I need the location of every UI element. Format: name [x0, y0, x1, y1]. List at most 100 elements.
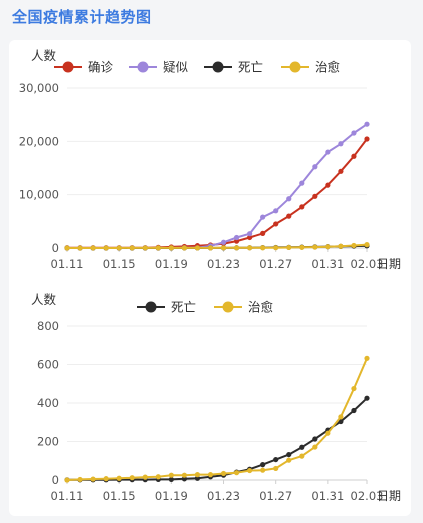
- data-point: [325, 182, 331, 188]
- data-point: [168, 476, 174, 483]
- data-point: [351, 153, 357, 159]
- data-point: [312, 444, 318, 450]
- data-point: [273, 208, 279, 214]
- data-point: [273, 221, 279, 227]
- data-point: [351, 385, 357, 392]
- chart-card: 0 10,000 20,000 30,000 01.11 01.15 01.19 01.23 0…: [9, 40, 411, 516]
- data-point: [247, 245, 253, 251]
- data-point: [273, 465, 279, 472]
- data-point: [260, 245, 266, 251]
- series-line-治愈: [66, 357, 368, 481]
- y-tick-label: 30,000: [19, 81, 59, 95]
- x-tick-label: 01.27: [259, 489, 292, 503]
- legend-marker: [137, 61, 149, 73]
- data-point: [90, 245, 96, 251]
- data-point: [220, 470, 227, 477]
- x-tick-label: 01.15: [103, 489, 136, 503]
- data-point: [207, 245, 214, 251]
- data-point: [338, 141, 344, 147]
- data-point: [364, 121, 370, 127]
- legend-label: 确诊: [88, 60, 114, 75]
- legend-marker: [222, 301, 234, 313]
- data-point: [312, 164, 318, 170]
- data-point: [77, 245, 83, 251]
- y-tick-label: 600: [37, 358, 59, 372]
- data-point: [233, 470, 240, 476]
- x-tick-label: 01.19: [155, 257, 188, 271]
- data-point: [181, 476, 187, 482]
- data-point: [207, 472, 214, 478]
- data-point: [247, 231, 253, 237]
- data-point: [194, 245, 201, 251]
- data-point: [155, 474, 161, 480]
- data-point: [325, 149, 331, 155]
- data-point: [286, 196, 292, 202]
- series-line-确诊: [67, 138, 368, 249]
- data-point: [325, 244, 331, 250]
- x-tick-label: 01.31: [311, 489, 344, 503]
- series-line-疑似: [67, 123, 368, 249]
- data-point: [233, 234, 240, 241]
- data-point: [155, 245, 161, 251]
- data-point: [312, 193, 318, 199]
- data-point: [312, 436, 318, 442]
- data-point: [90, 476, 96, 482]
- data-point: [247, 234, 253, 241]
- y-tick-label: 20,000: [19, 134, 59, 148]
- data-point: [299, 444, 305, 450]
- y-tick-label: 800: [37, 319, 59, 333]
- y-axis-label: 人数: [31, 48, 57, 63]
- data-point: [233, 245, 240, 251]
- data-point: [220, 245, 227, 251]
- data-point: [338, 418, 344, 425]
- data-point: [260, 214, 266, 220]
- x-tick-label: 02.03: [351, 257, 384, 271]
- x-tick-label: 02.03: [351, 489, 384, 503]
- y-tick-label: 0: [52, 241, 59, 255]
- x-tick-label: 01.19: [155, 489, 188, 503]
- legend-label: 疑似: [163, 60, 189, 75]
- data-point: [168, 245, 174, 251]
- data-point: [299, 244, 305, 250]
- y-tick-label: 0: [52, 473, 59, 487]
- legend-label: 治愈: [248, 300, 274, 315]
- data-point: [220, 239, 227, 245]
- data-point: [142, 474, 148, 480]
- data-point: [168, 472, 174, 478]
- legend-label: 死亡: [238, 60, 263, 75]
- data-point: [351, 407, 357, 414]
- y-tick-label: 400: [37, 396, 59, 410]
- data-point: [129, 475, 135, 481]
- legend-label: 死亡: [171, 300, 196, 315]
- data-point: [129, 245, 135, 251]
- x-axis-label: 日期: [377, 489, 401, 503]
- data-point: [77, 476, 83, 483]
- data-point: [286, 457, 292, 463]
- data-point: [233, 238, 240, 244]
- data-point: [64, 245, 70, 251]
- data-point: [181, 245, 187, 251]
- data-point: [260, 462, 266, 468]
- data-point: [286, 213, 292, 219]
- legend-marker: [212, 61, 224, 73]
- data-point: [338, 414, 344, 420]
- legend-marker: [289, 61, 301, 73]
- y-axis-label: 人数: [31, 292, 57, 307]
- x-tick-label: 01.15: [103, 257, 136, 271]
- data-point: [194, 472, 201, 478]
- y-tick-label: 10,000: [19, 188, 59, 202]
- x-axis-label: 日期: [377, 257, 401, 271]
- data-point: [325, 430, 331, 436]
- x-tick-label: 01.31: [311, 257, 344, 271]
- data-point: [286, 451, 292, 458]
- data-point: [260, 230, 266, 236]
- data-point: [103, 245, 109, 251]
- data-point: [364, 355, 370, 361]
- data-point: [364, 242, 370, 248]
- data-point: [273, 456, 279, 463]
- legend-marker: [145, 301, 157, 313]
- data-point: [338, 243, 344, 249]
- data-point: [194, 475, 201, 481]
- x-tick-label: 01.23: [207, 489, 240, 503]
- trend-charts: 0 10,000 20,000 30,000 01.11 01.15 01.19 01.23 0…: [19, 48, 401, 503]
